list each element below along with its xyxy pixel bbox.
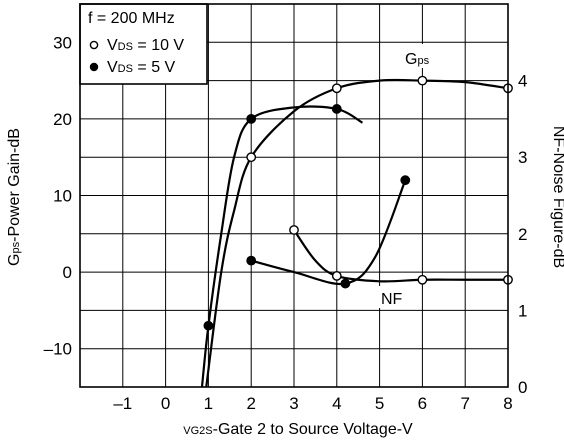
- nf-label-bg: [379, 286, 417, 308]
- data-point-filled: [246, 255, 257, 266]
- gps-label-bg: [403, 44, 439, 68]
- data-point-filled: [400, 175, 411, 186]
- x-tick-label: 8: [503, 394, 512, 413]
- plot-frame: [79, 3, 509, 388]
- data-point-filled: [246, 114, 257, 124]
- data-point-open: [417, 75, 428, 86]
- y-left-tick-label: –10: [44, 340, 72, 359]
- data-point-open: [417, 274, 428, 285]
- data-point-filled: [203, 320, 214, 331]
- legend-open-circle-icon: [89, 40, 99, 50]
- x-tick-label: 7: [460, 394, 469, 413]
- x-axis-label: VG2S-Gate 2 to Source Voltage-V: [183, 421, 413, 438]
- series-line-0: [205, 78, 509, 388]
- y-axis-left-label: Gps-Power Gain-dB: [6, 128, 23, 266]
- legend-box: [79, 3, 208, 85]
- y-right-tick-label: 0: [518, 378, 527, 397]
- y-axis-right-label: NF-Noise Figure-dB: [550, 126, 564, 268]
- x-tick-label: 2: [246, 394, 255, 413]
- data-point-open: [331, 83, 342, 94]
- data-point-open: [246, 152, 257, 163]
- data-point-filled: [331, 104, 342, 114]
- x-tick-label: 6: [418, 394, 427, 413]
- legend-frequency: f = 200 MHz: [88, 10, 175, 27]
- y-left-tick-label: 30: [53, 33, 72, 52]
- x-tick-label: 1: [204, 394, 213, 413]
- series-line-2: [293, 229, 508, 283]
- series-line-1: [200, 105, 364, 388]
- x-tick-label: 3: [289, 394, 298, 413]
- legend-entry-vds-5: VDS = 5 V: [107, 59, 176, 76]
- x-tick-label: 0: [161, 394, 170, 413]
- y-left-tick-label: 0: [63, 263, 72, 282]
- y-right-tick-label: 2: [518, 225, 527, 244]
- x-tick-label: –1: [113, 394, 132, 413]
- legend-filled-circle-icon: [89, 62, 99, 72]
- data-point-open: [331, 271, 342, 281]
- y-left-tick-label: 10: [53, 187, 72, 206]
- data-point-filled: [340, 278, 351, 289]
- y-right-tick-label: 4: [518, 72, 527, 91]
- legend-entry-vds-10: VDS = 10 V: [107, 37, 184, 54]
- y-right-tick-label: 3: [518, 148, 527, 167]
- y-left-tick-label: 20: [53, 110, 72, 129]
- y-right-tick-label: 1: [518, 301, 527, 320]
- markers: [203, 75, 513, 331]
- annotation-nf: NF: [381, 291, 403, 308]
- annotation-gps: Gps: [405, 51, 430, 68]
- x-tick-label: 4: [332, 394, 341, 413]
- x-tick-label: 5: [375, 394, 384, 413]
- data-point-open: [289, 225, 299, 235]
